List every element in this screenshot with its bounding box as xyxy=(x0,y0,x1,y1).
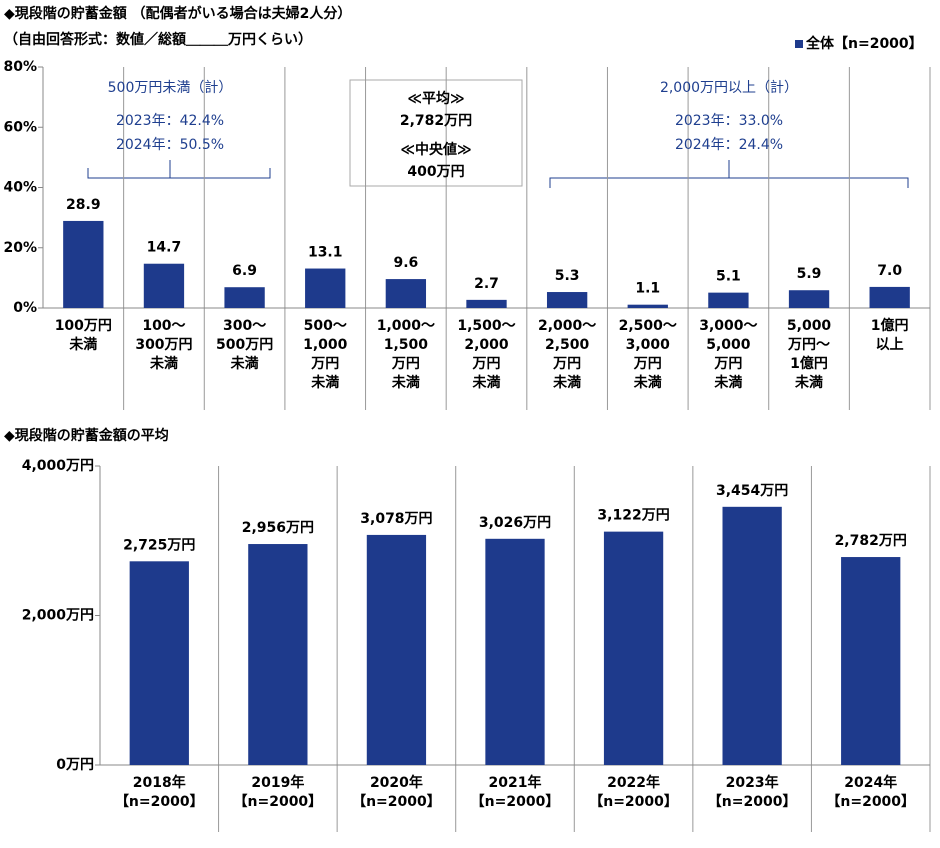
bar xyxy=(627,304,668,308)
x-tick-label: 2020年【n=2000】 xyxy=(352,774,441,810)
x-tick-label: 1,000～ 1,500 万円未満 xyxy=(377,318,435,391)
bar xyxy=(466,299,507,308)
x-tick-label: 1億円以上 xyxy=(871,317,909,353)
annotation: 2023年：33.0% xyxy=(675,113,783,129)
annotation: 2024年：24.4% xyxy=(675,137,783,153)
annotation: 2,000万円以上（計） xyxy=(660,80,798,96)
legend-label: 全体【n=2000】 xyxy=(805,35,923,52)
x-tick-label: 2024年【n=2000】 xyxy=(826,774,915,810)
bar xyxy=(143,263,185,308)
x-tick-label: 2019年【n=2000】 xyxy=(234,774,323,810)
x-tick-label: 2018年【n=2000】 xyxy=(115,774,204,810)
bar xyxy=(366,534,427,765)
x-tick-label: 100万円未満 xyxy=(55,318,112,353)
x-tick-label: 2022年【n=2000】 xyxy=(589,774,678,810)
x-tick-label: 2,000～ 2,500 万円未満 xyxy=(538,318,596,391)
x-tick-label: 5,000 万円～ 1億円未満 xyxy=(787,318,832,391)
bar xyxy=(546,292,588,308)
value-label: 7.0 xyxy=(877,263,902,279)
bar xyxy=(788,290,830,308)
x-tick-label: 100～ 300万円未満 xyxy=(135,318,192,372)
chart-title: ◆現段階の貯蓄金額 （配偶者がいる場合は夫婦2人分） xyxy=(4,5,351,22)
y-tick-label: 60% xyxy=(3,119,37,135)
value-label: 3,026万円 xyxy=(479,515,551,531)
value-label: 3,122万円 xyxy=(597,508,669,524)
value-label: 2.7 xyxy=(474,276,499,292)
annotation: 400万円 xyxy=(407,164,464,180)
bar xyxy=(722,506,782,765)
bar xyxy=(869,286,910,308)
y-tick-label: 20% xyxy=(3,240,37,256)
annotation-box xyxy=(349,79,523,187)
bar xyxy=(841,557,901,765)
value-label: 5.9 xyxy=(797,266,822,282)
value-label: 14.7 xyxy=(147,240,182,256)
value-label: 2,782万円 xyxy=(835,533,907,549)
value-label: 9.6 xyxy=(393,255,418,271)
value-label: 5.3 xyxy=(555,268,580,284)
annotation: 2,782万円 xyxy=(400,113,472,129)
annotation: 2024年：50.5% xyxy=(116,137,224,153)
value-label: 5.1 xyxy=(716,269,741,285)
chart-title: ◆現段階の貯蓄金額の平均 xyxy=(4,427,169,444)
x-tick-label: 300～ 500万円未満 xyxy=(216,318,273,372)
bracket xyxy=(87,160,271,179)
chart-subtitle: （自由回答形式：数値／総額＿＿＿万円くらい） xyxy=(4,31,312,48)
bar xyxy=(603,531,664,765)
value-label: 2,725万円 xyxy=(123,537,195,553)
x-tick-label: 2021年【n=2000】 xyxy=(471,774,560,810)
value-label: 13.1 xyxy=(308,245,343,261)
bar xyxy=(708,292,749,308)
value-label: 6.9 xyxy=(232,263,257,279)
y-tick-label: 0万円 xyxy=(56,757,94,773)
bar xyxy=(224,287,265,308)
y-tick-label: 80% xyxy=(3,59,37,75)
bar xyxy=(248,544,308,765)
annotation: ≪中央値≫ xyxy=(400,141,471,158)
y-tick-label: 0% xyxy=(13,300,37,316)
y-tick-label: 2,000万円 xyxy=(22,608,94,624)
legend-swatch xyxy=(795,40,803,48)
annotation: 500万円未満（計） xyxy=(108,80,233,96)
value-label: 2,956万円 xyxy=(242,520,314,536)
annotation: ≪平均≫ xyxy=(407,90,464,107)
bar xyxy=(305,268,346,308)
value-label: 3,078万円 xyxy=(360,511,432,527)
bar xyxy=(385,279,427,308)
value-label: 28.9 xyxy=(66,197,101,213)
bar xyxy=(129,561,189,765)
value-label: 3,454万円 xyxy=(716,483,788,499)
bracket xyxy=(549,160,909,188)
y-tick-label: 40% xyxy=(3,180,37,196)
value-label: 1.1 xyxy=(635,281,660,297)
bar xyxy=(63,220,104,308)
annotation: 2023年：42.4% xyxy=(116,113,224,129)
x-tick-label: 500～ 1,000 万円未満 xyxy=(303,318,348,391)
y-tick-label: 4,000万円 xyxy=(22,458,94,474)
x-tick-label: 2023年【n=2000】 xyxy=(708,774,797,810)
x-tick-label: 2,500～ 3,000 万円未満 xyxy=(619,318,677,391)
x-tick-label: 3,000～ 5,000 万円未満 xyxy=(699,318,757,391)
bar xyxy=(485,538,545,765)
x-tick-label: 1,500～ 2,000 万円未満 xyxy=(457,318,515,391)
